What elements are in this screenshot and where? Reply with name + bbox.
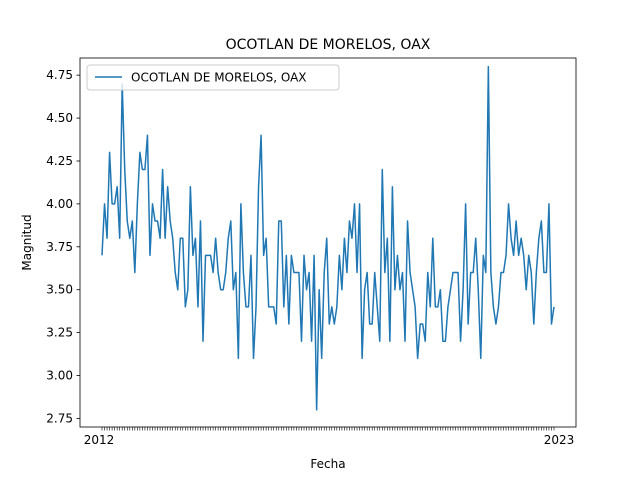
- y-tick-label: 2.75: [46, 411, 73, 425]
- axes-background: [80, 58, 576, 427]
- chart-title: OCOTLAN DE MORELOS, OAX: [226, 37, 431, 53]
- plot-area: [80, 58, 576, 427]
- legend-label: OCOTLAN DE MORELOS, OAX: [131, 71, 307, 85]
- x-tick-label-end: 2023: [544, 433, 575, 447]
- x-axis-ticks: 2012 2023: [84, 427, 575, 447]
- y-axis-ticks: 2.75 3.00 3.25 3.50 3.75 4.00 4.25 4.50 4.75: [46, 68, 80, 425]
- y-tick-label: 3.25: [46, 326, 73, 340]
- series-line-magnitud: [101, 65, 555, 411]
- legend-box: [86, 64, 340, 91]
- y-tick-label: 4.00: [46, 197, 73, 211]
- y-tick-label: 3.00: [46, 369, 73, 383]
- axes-frame: [79, 57, 577, 428]
- series-layer: [101, 65, 555, 411]
- y-tick-label: 4.50: [46, 111, 73, 125]
- y-tick-label: 4.25: [46, 154, 73, 168]
- legend: OCOTLAN DE MORELOS, OAX: [86, 64, 340, 91]
- y-axis-label: Magnitud: [20, 214, 34, 270]
- x-axis-label: Fecha: [310, 457, 345, 471]
- y-tick-label: 3.75: [46, 240, 73, 254]
- x-tick-label-start: 2012: [84, 433, 115, 447]
- y-tick-label: 4.75: [46, 68, 73, 82]
- y-tick-label: 3.50: [46, 283, 73, 297]
